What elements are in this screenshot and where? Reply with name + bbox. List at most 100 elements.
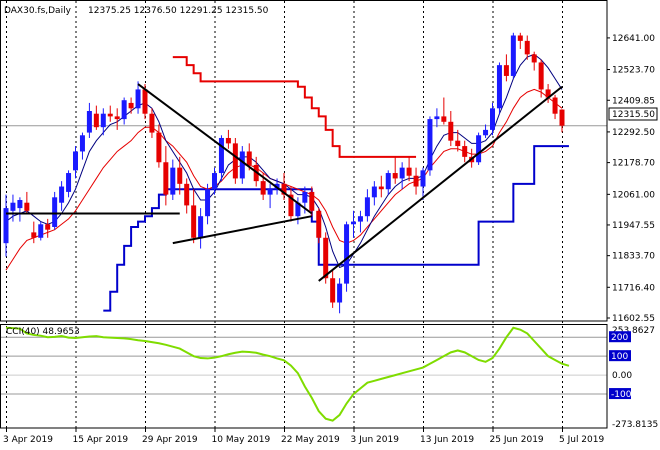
candle-body-18: [128, 102, 134, 109]
candle-body-6: [45, 224, 51, 230]
candle-32: [225, 129, 231, 149]
candle-7: [52, 191, 58, 230]
candle-body-47: [330, 278, 336, 303]
candle-72: [503, 54, 509, 82]
candle-body-40: [281, 183, 287, 195]
candle-body-23: [163, 162, 169, 195]
candle-15: [107, 105, 113, 122]
candle-50: [351, 210, 356, 238]
candle-57: [399, 162, 405, 190]
candle-body-78: [545, 89, 551, 98]
candle-body-79: [552, 97, 558, 114]
candle-body-22: [156, 132, 162, 163]
candle-77: [538, 59, 544, 98]
candle-body-41: [288, 194, 294, 217]
candle-body-75: [524, 40, 530, 55]
candle-26: [184, 178, 190, 214]
candle-66: [462, 140, 468, 163]
candle-23: [163, 146, 169, 206]
candle-73: [510, 32, 516, 79]
price-tick-label-3: 12292.50: [612, 128, 655, 138]
cci-tick-label-0: 253.8627: [612, 326, 655, 336]
candle-41: [288, 186, 294, 222]
candle-body-11: [79, 135, 85, 152]
candle-body-14: [100, 113, 106, 128]
candle-body-27: [191, 205, 197, 238]
price-tick-label-7: 11833.70: [612, 252, 655, 262]
candle-12: [86, 102, 92, 138]
candle-body-31: [218, 137, 224, 174]
candle-24: [170, 159, 176, 201]
candle-body-28: [198, 216, 204, 238]
cci-tick-label-1: 200: [611, 333, 628, 343]
candle-body-21: [149, 113, 155, 133]
candle-body-48: [337, 283, 343, 303]
candle-body-17: [121, 100, 127, 120]
candle-body-62: [434, 116, 440, 120]
grid-layer: [0, 1, 607, 428]
candle-body-59: [413, 175, 419, 187]
candle-21: [149, 108, 155, 138]
candle-48: [337, 278, 343, 314]
candle-38: [267, 183, 273, 209]
price-tick-label-5: 12061.00: [612, 190, 655, 200]
price-tick-label-0: 12641.00: [612, 34, 655, 44]
candle-53: [371, 181, 377, 206]
candle-55: [385, 170, 391, 195]
candle-79: [552, 94, 558, 120]
candle-34: [239, 146, 245, 184]
price-tick-label-8: 11716.40: [612, 283, 655, 293]
candle-59: [413, 167, 419, 195]
candle-60: [420, 167, 426, 201]
candle-body-16: [114, 116, 120, 120]
candle-body-71: [496, 65, 502, 109]
candle-body-44: [309, 191, 315, 211]
cci-pane-frame: [0, 324, 608, 429]
candle-body-5: [38, 224, 44, 238]
candle-29: [205, 183, 211, 225]
cci-tick-label-4: -100: [611, 390, 632, 400]
cci-level-badge-4: [609, 388, 631, 400]
candle-body-74: [517, 35, 523, 41]
candle-body-7: [52, 197, 58, 227]
candle-body-63: [441, 116, 447, 122]
candle-52: [364, 189, 370, 222]
candle-body-30: [212, 173, 217, 190]
candle-2: [17, 197, 23, 222]
candle-body-57: [399, 167, 405, 179]
candle-body-72: [503, 65, 509, 76]
symbol-label: DAX30.fs,Daily: [4, 6, 72, 16]
candle-14: [100, 108, 106, 136]
price-tick-label-4: 12178.70: [612, 159, 655, 169]
candle-25: [177, 156, 183, 195]
date-tick-label-6: 13 Jun 2019: [420, 435, 474, 445]
candle-54: [378, 175, 384, 198]
candle-0: [3, 194, 9, 257]
candle-33: [232, 137, 238, 184]
candle-18: [128, 97, 134, 114]
bands-layer: [103, 56, 569, 312]
candle-28: [198, 208, 204, 249]
candle-body-25: [177, 167, 183, 184]
candle-body-77: [538, 62, 544, 90]
trendlines-layer: [6, 83, 563, 282]
candle-body-76: [531, 54, 537, 63]
candle-body-52: [364, 197, 370, 217]
candle-75: [524, 35, 530, 60]
candle-51: [357, 210, 363, 233]
candle-44: [309, 186, 315, 217]
candle-body-70: [490, 108, 495, 130]
candle-body-49: [344, 224, 350, 284]
candle-62: [434, 108, 440, 128]
candle-70: [490, 102, 495, 136]
candle-body-24: [170, 167, 176, 195]
candle-body-66: [462, 146, 468, 157]
price-tick-label-2: 12409.85: [612, 96, 655, 106]
candle-body-35: [246, 151, 252, 165]
candle-body-65: [455, 140, 461, 147]
cci-header-label: CCI(40) 48.9653: [6, 327, 80, 337]
candle-body-0: [3, 208, 9, 244]
candle-body-68: [476, 135, 482, 163]
